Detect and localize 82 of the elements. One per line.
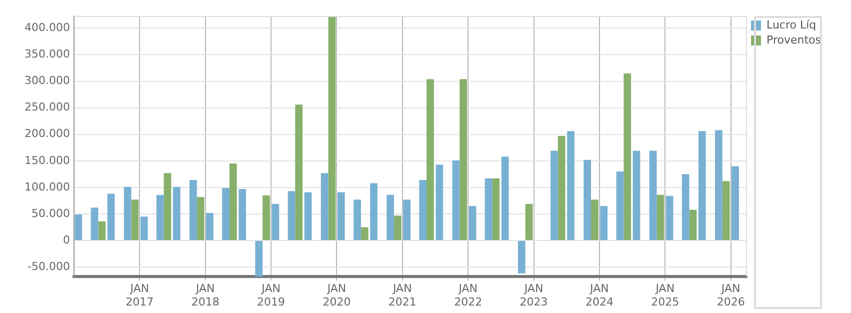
y-tick-label: 350.000 — [24, 48, 70, 61]
x-tick-label: JAN 2026 — [716, 282, 745, 308]
bar — [255, 241, 263, 277]
bar — [600, 206, 608, 240]
bar — [484, 178, 492, 240]
bar — [689, 210, 697, 240]
bar — [354, 200, 361, 240]
bar — [584, 160, 592, 240]
y-tick-label: 150.000 — [24, 154, 70, 167]
x-tick-label: JAN 2019 — [257, 282, 286, 308]
bar — [558, 136, 566, 240]
bar — [492, 178, 500, 240]
bar — [518, 241, 526, 274]
bar — [164, 173, 172, 240]
bar — [616, 172, 624, 240]
x-tick-label: JAN 2025 — [651, 282, 680, 308]
bar — [403, 200, 411, 240]
y-tick-label: 100.000 — [24, 180, 70, 194]
x-tick-label: JAN 2018 — [191, 282, 220, 308]
x-tick-label: JAN 2017 — [126, 282, 154, 308]
x-tick-label: JAN 2023 — [520, 282, 548, 308]
bar — [107, 194, 115, 240]
bar — [156, 194, 164, 240]
bar — [229, 164, 237, 240]
bar — [74, 214, 82, 240]
bar — [525, 204, 533, 240]
bar — [436, 164, 444, 240]
y-tick-label: -50.000 — [28, 260, 70, 273]
bar — [295, 104, 303, 240]
bar — [360, 227, 368, 240]
bar — [649, 150, 657, 240]
bar — [460, 79, 468, 240]
bar — [698, 131, 706, 240]
bar — [370, 183, 378, 240]
legend-label: Proventos — [766, 33, 822, 46]
x-tick-label: JAN 2022 — [454, 282, 482, 308]
bar — [124, 186, 132, 240]
bar — [131, 200, 139, 240]
bar — [288, 191, 296, 240]
bar — [501, 156, 509, 240]
bar — [624, 73, 632, 240]
bar — [190, 180, 197, 240]
bar — [722, 181, 730, 240]
bar — [196, 196, 204, 240]
bar — [386, 194, 394, 240]
bar — [172, 186, 180, 240]
bar — [656, 194, 664, 240]
bar — [222, 188, 230, 240]
bar — [682, 174, 690, 240]
x-tick-label: JAN 2020 — [322, 282, 351, 308]
y-tick-label: 400.000 — [24, 21, 70, 34]
y-tick-label: 0 — [63, 233, 70, 246]
bar — [140, 216, 148, 240]
bar — [272, 204, 280, 240]
bar — [304, 192, 312, 240]
bar — [320, 173, 328, 240]
y-tick-label: 300.000 — [24, 74, 70, 88]
bar — [426, 79, 434, 240]
bar — [337, 192, 345, 240]
bar — [394, 216, 402, 240]
y-tick-label: 200.000 — [24, 127, 70, 140]
bar — [328, 17, 336, 240]
bar — [98, 221, 106, 240]
y-tick-label: 50.000 — [32, 206, 70, 220]
bar — [715, 130, 722, 240]
bar — [591, 200, 598, 240]
bar — [238, 189, 246, 240]
legend-label: Lucro Líq — [766, 18, 816, 32]
bar — [90, 208, 98, 240]
bar — [468, 206, 476, 240]
bar — [567, 131, 574, 240]
x-tick-label: JAN 2024 — [585, 282, 614, 308]
bar — [419, 180, 427, 240]
bar — [206, 212, 214, 240]
bar — [632, 150, 640, 240]
bar — [550, 150, 558, 240]
bar — [732, 166, 739, 240]
bar — [262, 195, 270, 240]
bar — [452, 160, 460, 240]
y-tick-label: 250.000 — [24, 100, 70, 114]
bar — [666, 196, 674, 240]
x-tick-label: JAN 2021 — [388, 282, 416, 308]
